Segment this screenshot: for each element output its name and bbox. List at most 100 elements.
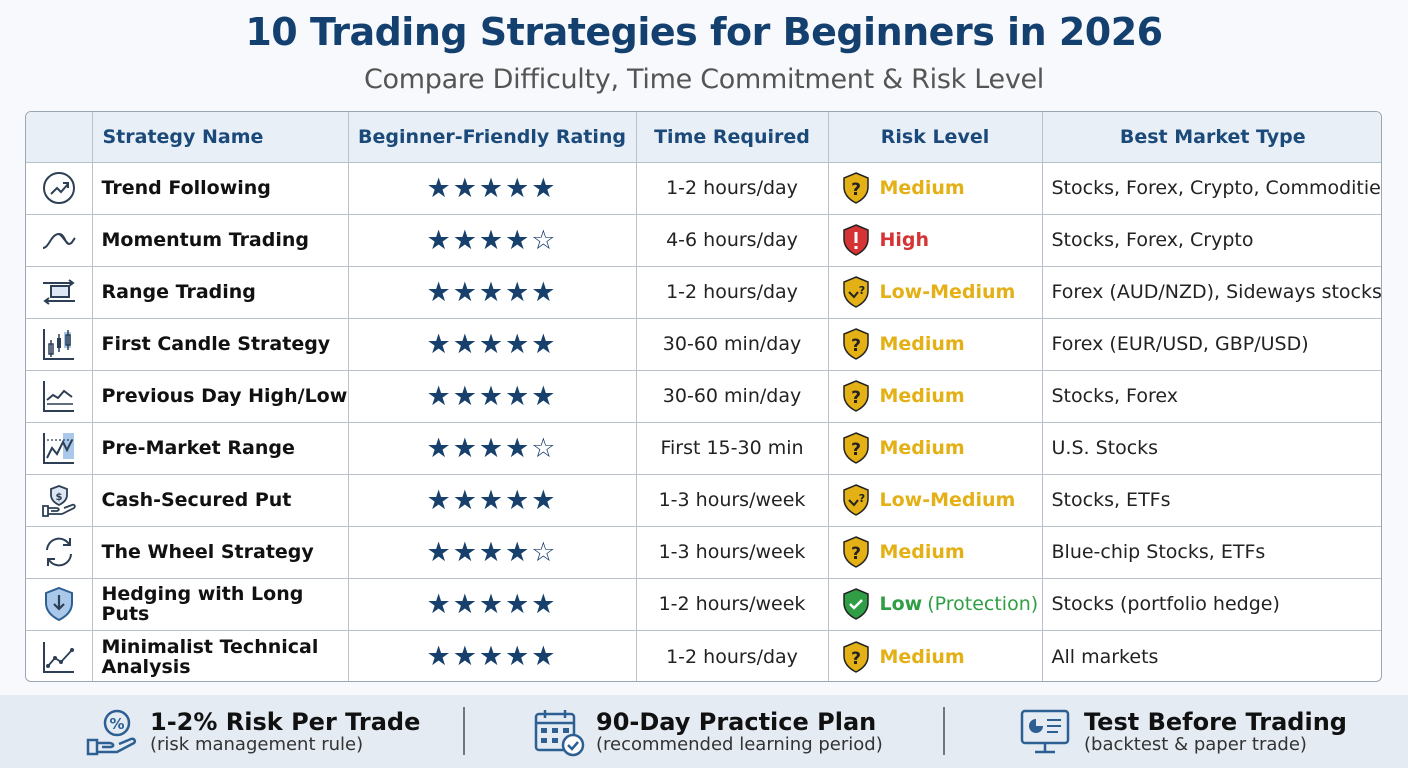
strategy-icon-cell: [26, 577, 93, 631]
hand-dollar-icon: $: [41, 485, 76, 517]
strategy-icon-cell: [26, 317, 93, 371]
risk-level: High: [827, 213, 1043, 267]
risk-label: Medium: [879, 333, 965, 355]
time-required: 1-2 hours/day: [635, 629, 829, 681]
svg-text:?: ?: [851, 336, 861, 356]
time-required: 1-3 hours/week: [635, 473, 829, 527]
shield-question-icon: ?: [842, 432, 869, 464]
table-row: Hedging with Long Puts ★★★★★ 1-2 hours/wee…: [26, 577, 1381, 631]
risk-label: Low: [879, 593, 923, 615]
svg-text:?: ?: [851, 544, 861, 564]
table-row: Previous Day High/Low ★★★★★ 30-60 min/day?…: [26, 369, 1381, 423]
risk-level: Low (Protection): [827, 577, 1043, 631]
strategy-icon-cell: [26, 161, 93, 215]
premarket-chart-icon: [42, 433, 74, 464]
svg-text:?: ?: [851, 180, 861, 200]
strategy-icon-cell: [26, 421, 93, 475]
footer-risk-subtitle: (risk management rule): [150, 733, 364, 755]
star-rating: ★★★★★: [347, 473, 637, 527]
risk-label: Medium: [879, 177, 965, 199]
time-required: 1-2 hours/day: [635, 265, 829, 319]
risk-note: (Protection): [927, 593, 1039, 615]
strategy-name: Cash-Secured Put: [91, 473, 349, 527]
shield-down-icon: [44, 586, 73, 622]
page-subtitle: Compare Difficulty, Time Commitment & Ri…: [363, 64, 1045, 95]
risk-label: High: [879, 229, 930, 251]
time-required: 30-60 min/day: [635, 317, 829, 371]
star-rating: ★★★★★: [347, 317, 637, 371]
time-required: 1-2 hours/day: [635, 161, 829, 215]
strategy-icon-cell: $: [26, 473, 93, 527]
footer-test-title: Test Before Trading: [1084, 707, 1347, 736]
best-market-type: Forex (EUR/USD, GBP/USD): [1041, 317, 1381, 371]
footer-test-subtitle: (backtest & paper trade): [1084, 733, 1307, 755]
svg-text:?: ?: [851, 388, 861, 408]
svg-text:$: $: [55, 492, 62, 503]
page-title: 10 Trading Strategies for Beginners in 2…: [245, 10, 1163, 54]
shield-question-icon: ?: [842, 536, 869, 568]
svg-text:?: ?: [851, 440, 861, 460]
footer-item-practice: 90-Day Practice Plan (recommended learni…: [530, 695, 883, 768]
candlestick-icon: [42, 329, 74, 360]
best-market-type: Stocks, ETFs: [1041, 473, 1381, 527]
strategy-name: Pre-Market Range: [91, 421, 349, 475]
strategy-icon-cell: [26, 265, 93, 319]
svg-text:?: ?: [858, 492, 864, 505]
footer-item-risk: % 1-2% Risk Per Trade (risk management r…: [84, 695, 420, 768]
risk-level: ? Medium: [827, 525, 1043, 579]
star-rating: ★★★★★: [347, 161, 637, 215]
star-rating: ★★★★☆: [347, 213, 637, 267]
time-required: 4-6 hours/day: [635, 213, 829, 267]
risk-level: ? Low-Medium: [827, 265, 1043, 319]
range-arrows-icon: [42, 279, 75, 305]
table-row: Minimalist Technical Analysis ★★★★★ 1-2 ho…: [26, 629, 1381, 681]
risk-level: ? Medium: [827, 161, 1043, 215]
table-row: $ Cash-Secured Put ★★★★★ 1-3 hours/week? Low…: [26, 473, 1381, 527]
table-row: Pre-Market Range ★★★★☆ First 15-30 min? Med…: [26, 421, 1381, 475]
svg-text:?: ?: [858, 284, 864, 297]
best-market-type: Forex (AUD/NZD), Sideways stocks: [1041, 265, 1381, 319]
calendar-check-icon: [534, 709, 585, 756]
shield-question-icon: ?: [842, 276, 869, 308]
monitor-chart-icon: [1020, 709, 1070, 753]
table-header-row: Strategy Name Beginner-Friendly Rating T…: [26, 112, 1381, 163]
strategy-name: Minimalist Technical Analysis: [91, 629, 349, 681]
star-rating: ★★★★★: [347, 369, 637, 423]
risk-level: ? Medium: [827, 629, 1043, 681]
best-market-type: Blue-chip Stocks, ETFs: [1041, 525, 1381, 579]
shield-alert-icon: [842, 224, 869, 256]
strategy-name: The Wheel Strategy: [91, 525, 349, 579]
star-rating: ★★★★☆: [347, 421, 637, 475]
time-required: 1-3 hours/week: [635, 525, 829, 579]
best-market-type: Stocks, Forex, Crypto: [1041, 213, 1381, 267]
risk-label: Low-Medium: [879, 281, 1016, 303]
risk-level: ? Medium: [827, 317, 1043, 371]
best-market-type: U.S. Stocks: [1041, 421, 1381, 475]
risk-label: Medium: [879, 541, 965, 563]
table-row: The Wheel Strategy ★★★★☆ 1-3 hours/week? Me…: [26, 525, 1381, 579]
time-required: 30-60 min/day: [635, 369, 829, 423]
svg-text:%: %: [109, 715, 124, 733]
scatter-trend-icon: [42, 641, 74, 673]
strategy-icon-cell: [26, 525, 93, 579]
risk-label: Medium: [879, 385, 965, 407]
percent-hand-icon: %: [86, 709, 137, 755]
strategy-name: Hedging with Long Puts: [91, 577, 349, 631]
strategy-name: Momentum Trading: [91, 213, 349, 267]
header-risk: Risk Level: [827, 112, 1043, 163]
shield-question-icon: ?: [842, 484, 869, 516]
strategy-table: Strategy Name Beginner-Friendly Rating T…: [25, 111, 1382, 682]
header-time: Time Required: [635, 112, 829, 163]
line-chart-icon: [42, 381, 74, 412]
table-row: Momentum Trading ★★★★☆ 4-6 hours/day High St…: [26, 213, 1381, 267]
header-icon-col: [26, 112, 93, 163]
star-rating: ★★★★★: [347, 629, 637, 681]
time-required: First 15-30 min: [635, 421, 829, 475]
header-rating: Beginner-Friendly Rating: [347, 112, 637, 163]
wave-icon: [42, 232, 76, 249]
strategy-name: Trend Following: [91, 161, 349, 215]
footer-bar: % 1-2% Risk Per Trade (risk management r…: [0, 695, 1408, 768]
strategy-name: First Candle Strategy: [91, 317, 349, 371]
risk-level: ? Medium: [827, 369, 1043, 423]
strategy-name: Previous Day High/Low: [91, 369, 349, 423]
